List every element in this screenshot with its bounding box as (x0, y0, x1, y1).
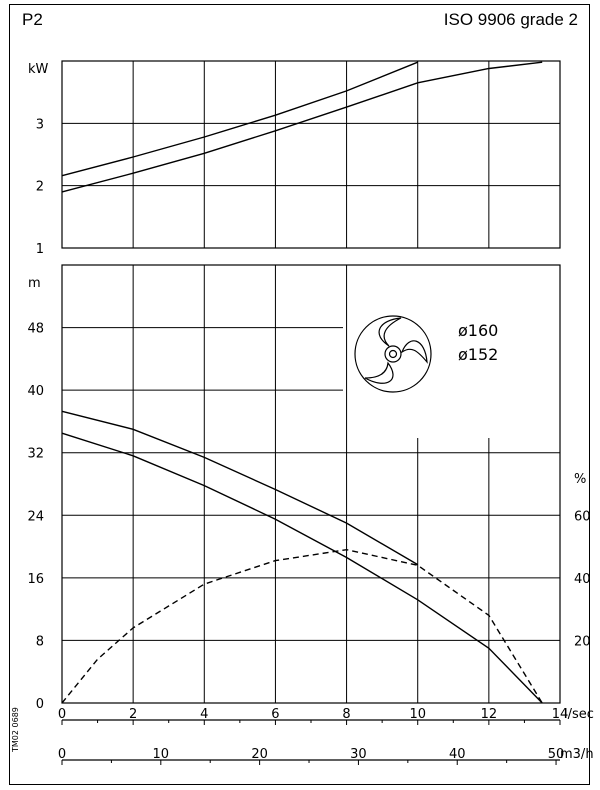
flow-m3h-tick-label: 30 (350, 747, 367, 762)
head-y-tick-label: 32 (27, 447, 44, 462)
power-y-tick-label: 3 (36, 117, 44, 132)
flow-lsec-tick-label: 4 (200, 707, 208, 722)
efficiency-tick-label: 60 (574, 509, 591, 524)
flow-m3h-tick-label: 20 (251, 747, 268, 762)
impeller-label-160: ø160 (458, 321, 498, 340)
flow-lsec-tick-label: 12 (481, 707, 498, 722)
flow-lsec-tick-label: 14 (552, 707, 569, 722)
power-y-tick-label: 1 (36, 242, 44, 257)
head-panel-border (61, 264, 561, 704)
flow-lsec-axis-label: l/sec (564, 707, 594, 722)
drawing-code: TM02 0689 (11, 707, 20, 753)
chart-frame (9, 4, 590, 785)
power-y-axis-label: kW (28, 62, 49, 77)
power-y-tick-label: 2 (36, 180, 44, 195)
power-curve-152 (61, 61, 543, 193)
power-curve-160 (61, 61, 418, 177)
impeller-icon (354, 315, 432, 393)
standard-label: ISO 9906 grade 2 (443, 10, 578, 29)
head-y-tick-label: 40 (27, 384, 44, 399)
head-y-tick-label: 16 (27, 572, 44, 587)
flow-lsec-tick-label: 8 (342, 707, 350, 722)
head-y-tick-label: 48 (27, 322, 44, 337)
head-y-tick-label: 8 (36, 634, 44, 649)
impeller-label-152: ø152 (458, 345, 498, 364)
flow-lsec-tick-label: 0 (58, 707, 66, 722)
efficiency-tick-label: 20 (574, 634, 591, 649)
flow-m3h-tick-label: 0 (58, 747, 66, 762)
head-y-tick-label: 24 (27, 509, 44, 524)
flow-lsec-tick-label: 6 (271, 707, 279, 722)
head-curve-152 (61, 432, 543, 704)
head-y-axis-label: m (28, 276, 41, 291)
flow-m3h-tick-label: 10 (153, 747, 170, 762)
head-curve-160 (61, 410, 419, 566)
flow-m3h-tick-label: 50 (548, 747, 565, 762)
efficiency-axis-label: % (574, 472, 586, 487)
flow-lsec-tick-label: 2 (129, 707, 137, 722)
power-label: P2 (22, 10, 43, 29)
efficiency-tick-label: 40 (574, 572, 591, 587)
head-y-tick-label: 0 (36, 697, 44, 712)
flow-lsec-tick-label: 10 (409, 707, 426, 722)
efficiency-curve (61, 548, 543, 704)
power-panel-border (61, 60, 561, 249)
flow-m3h-axis-label: m3/h (560, 747, 594, 762)
flow-m3h-tick-label: 40 (449, 747, 466, 762)
